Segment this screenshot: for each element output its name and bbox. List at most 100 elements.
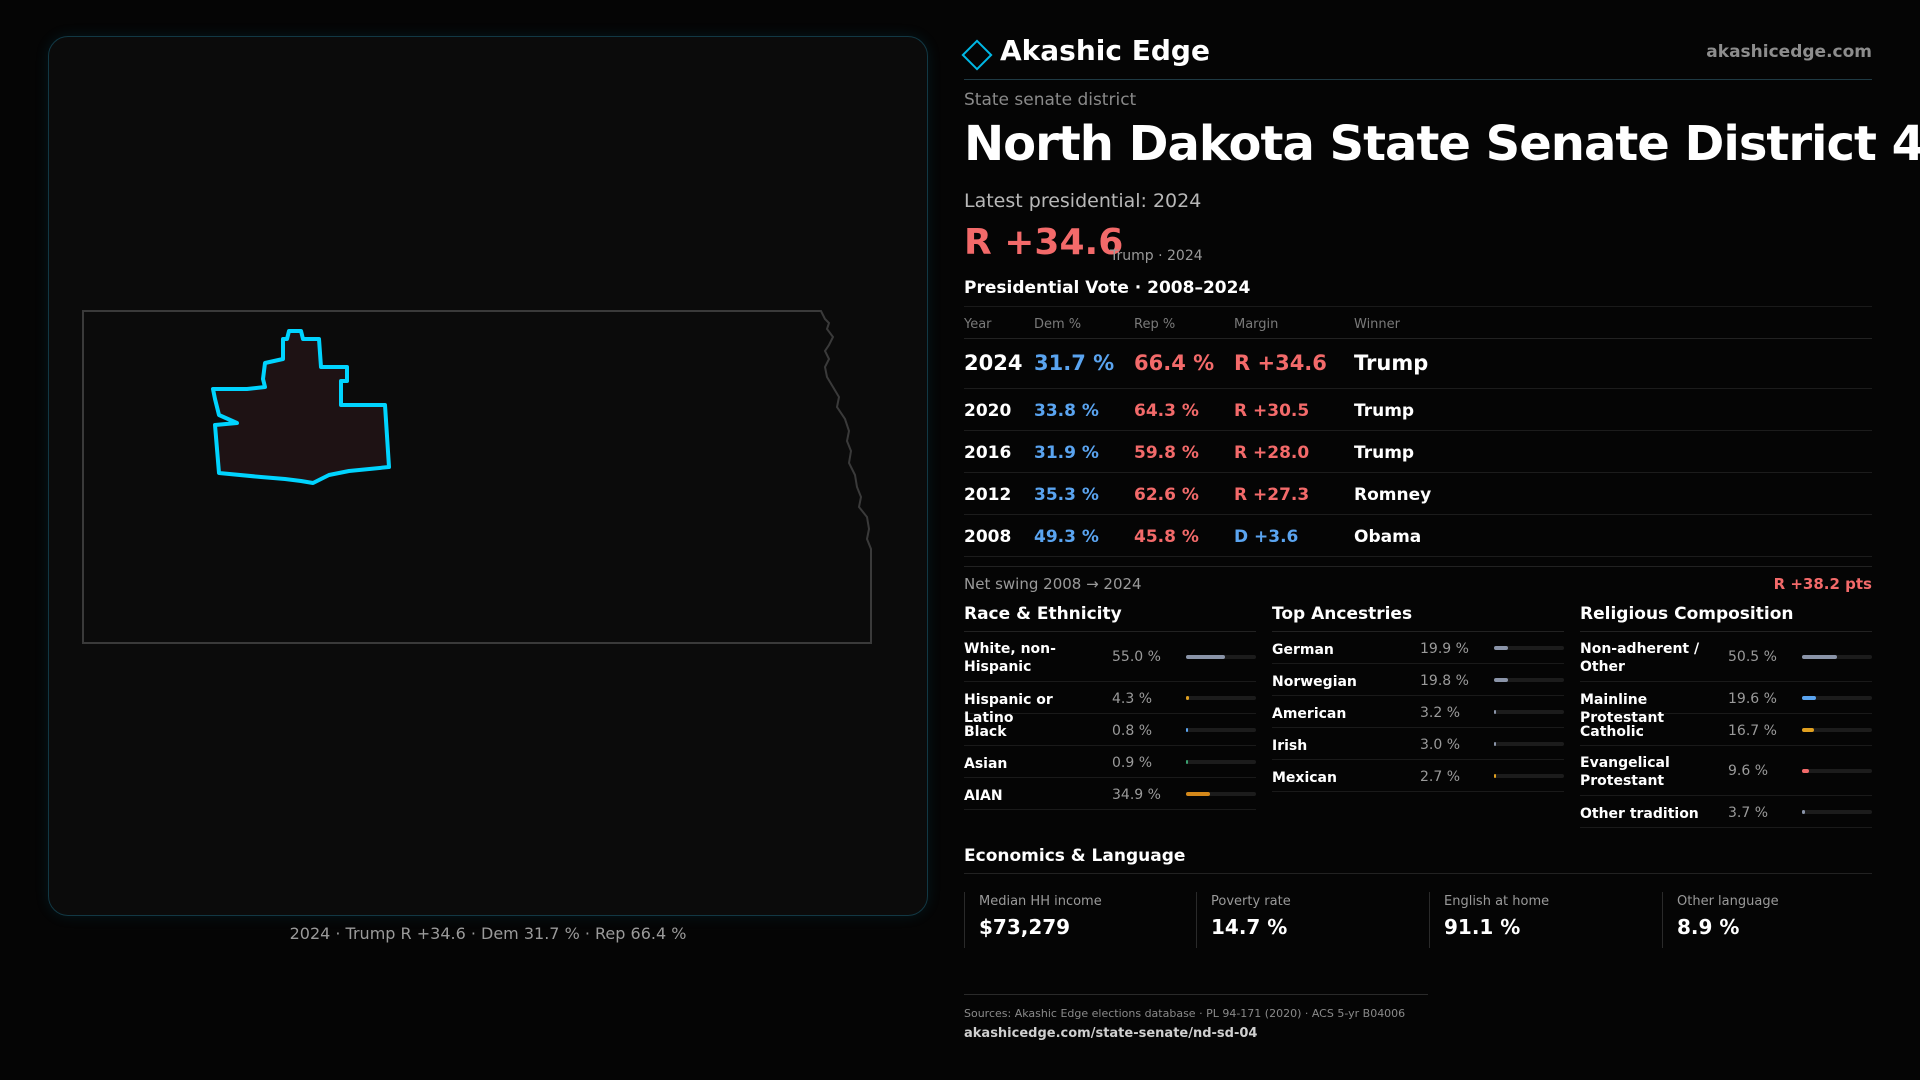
header-year: Year [964,317,992,332]
sources-text: Sources: Akashic Edge elections database… [964,1007,1406,1020]
row-year: 2012 [964,485,1012,505]
list-item: German 19.9 % [1272,632,1564,664]
religion-title: Religious Composition [1580,600,1872,632]
stat-value: 19.9 % [1420,641,1469,657]
stat-bar [1494,774,1564,778]
list-item: Asian 0.9 % [964,746,1256,778]
stat-bar [1494,742,1564,746]
stat-value: 50.5 % [1728,649,1777,665]
econ-value: 14.7 % [1211,915,1288,939]
row-margin: D +3.6 [1234,527,1299,547]
row-dem: 31.9 % [1034,443,1099,463]
district-type: State senate district [964,90,1137,110]
list-item: Evangelical Protestant 9.6 % [1580,746,1872,796]
brand-header: Akashic Edge akashicedge.com [961,30,1872,80]
stat-bar-fill [1802,728,1814,732]
stat-bar-fill [1494,710,1497,714]
econ-card-income: Median HH income $73,279 [964,892,1184,948]
swing-value: R +38.2 pts [1773,575,1872,593]
econ-card-other-language: Other language 8.9 % [1662,892,1882,948]
brand-url[interactable]: akashicedge.com [1706,42,1872,62]
stat-label: Other tradition [1580,806,1699,822]
stat-bar-fill [1186,792,1211,796]
row-winner: Trump [1354,401,1415,421]
brand-name[interactable]: Akashic Edge [1000,34,1210,67]
row-dem: 35.3 % [1034,485,1099,505]
stat-label: Norwegian [1272,674,1357,690]
stat-value: 19.8 % [1420,673,1469,689]
header-margin: Margin [1234,317,1279,332]
stat-value: 9.6 % [1728,763,1769,779]
row-rep: 64.3 % [1134,401,1199,421]
latest-margin-sub: Trump · 2024 [1110,248,1203,264]
stat-bar [1186,655,1256,659]
row-year: 2024 [964,351,1023,375]
ancestry-title: Top Ancestries [1272,600,1564,632]
stat-bar-fill [1802,655,1838,659]
stat-label: Catholic [1580,724,1644,740]
list-item: Hispanic or Latino 4.3 % [964,682,1256,726]
stat-bar-fill [1494,774,1496,778]
row-dem: 31.7 % [1034,351,1115,375]
diamond-logo-icon [961,39,993,71]
stat-bar-fill [1494,742,1497,746]
economics-cards: Median HH income $73,279 Poverty rate 14… [964,892,1872,948]
stat-label: Asian [964,756,1008,772]
stat-bar-fill [1494,646,1508,650]
stat-label: Hispanic or Latino [964,692,1053,726]
map-panel[interactable] [48,36,928,916]
stat-value: 0.8 % [1112,723,1153,739]
district-shape[interactable] [211,329,391,485]
stat-bar [1802,655,1872,659]
stat-bar [1186,792,1256,796]
row-rep: 62.6 % [1134,485,1199,505]
stat-bar [1186,728,1256,732]
list-item: Other tradition 3.7 % [1580,796,1872,828]
row-year: 2008 [964,527,1012,547]
econ-card-poverty: Poverty rate 14.7 % [1196,892,1416,948]
header-winner: Winner [1354,317,1401,332]
stat-bar [1494,678,1564,682]
row-margin: R +30.5 [1234,401,1310,421]
religion-section: Religious Composition Non-adherent / Oth… [1580,600,1872,828]
row-year: 2020 [964,401,1012,421]
row-winner: Trump [1354,443,1415,463]
list-item: Norwegian 19.8 % [1272,664,1564,696]
stat-value: 0.9 % [1112,755,1153,771]
stat-value: 19.6 % [1728,691,1777,707]
source-url-link[interactable]: akashicedge.com/state-senate/nd-sd-04 [964,1026,1258,1041]
stat-bar [1802,769,1872,773]
econ-value: 91.1 % [1444,915,1521,939]
econ-label: Median HH income [979,894,1102,909]
swing-label: Net swing 2008 → 2024 [964,575,1142,593]
row-rep: 59.8 % [1134,443,1199,463]
stat-bar-fill [1802,810,1805,814]
row-rep: 45.8 % [1134,527,1199,547]
stat-value: 16.7 % [1728,723,1777,739]
econ-card-english: English at home 91.1 % [1429,892,1649,948]
stat-label: Irish [1272,738,1308,754]
econ-label: English at home [1444,894,1550,909]
stat-bar-fill [1802,696,1816,700]
stat-label: American [1272,706,1347,722]
votes-section-title: Presidential Vote · 2008–2024 [964,278,1251,298]
list-item: Non-adherent / Other 50.5 % [1580,632,1872,682]
stat-bar-fill [1186,728,1188,732]
district-map[interactable] [49,37,929,917]
stat-value: 2.7 % [1420,769,1461,785]
header-rep: Rep % [1134,317,1176,332]
ancestry-section: Top Ancestries German 19.9 % Norwegian 1… [1272,600,1564,792]
stat-bar [1802,696,1872,700]
stat-label: AIAN [964,788,1003,804]
list-item: Catholic 16.7 % [1580,714,1872,746]
table-row: 2012 35.3 % 62.6 % R +27.3 Romney [964,473,1872,515]
table-row: 2008 49.3 % 45.8 % D +3.6 Obama [964,515,1872,557]
stat-bar-fill [1186,696,1189,700]
econ-value: $73,279 [979,915,1071,939]
latest-margin: R +34.6 [964,222,1124,263]
stat-value: 3.0 % [1420,737,1461,753]
stat-bar [1494,646,1564,650]
stat-bar [1802,810,1872,814]
votes-table: Year Dem % Rep % Margin Winner 2024 31.7… [964,306,1872,557]
stat-bar-fill [1802,769,1809,773]
